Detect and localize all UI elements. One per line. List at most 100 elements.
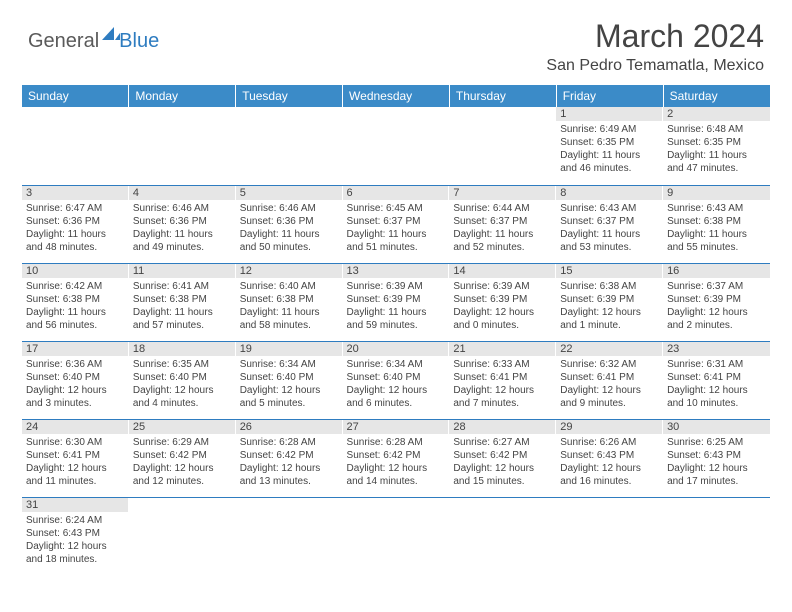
day-details: Sunrise: 6:29 AMSunset: 6:42 PMDaylight:… [129,434,236,492]
day-details: Sunrise: 6:49 AMSunset: 6:35 PMDaylight:… [556,121,663,179]
day-details: Sunrise: 6:30 AMSunset: 6:41 PMDaylight:… [22,434,129,492]
day-details: Sunrise: 6:42 AMSunset: 6:38 PMDaylight:… [22,278,129,336]
calendar-cell: 4Sunrise: 6:46 AMSunset: 6:36 PMDaylight… [129,185,236,263]
location-label: San Pedro Temamatla, Mexico [546,57,764,75]
day-details: Sunrise: 6:43 AMSunset: 6:37 PMDaylight:… [556,200,663,258]
day-details: Sunrise: 6:41 AMSunset: 6:38 PMDaylight:… [129,278,236,336]
logo: General Blue [28,26,159,57]
day-number: 27 [343,420,450,434]
day-number: 16 [663,264,770,278]
day-details: Sunrise: 6:43 AMSunset: 6:38 PMDaylight:… [663,200,770,258]
calendar-cell: 26Sunrise: 6:28 AMSunset: 6:42 PMDayligh… [236,419,343,497]
day-details: Sunrise: 6:25 AMSunset: 6:43 PMDaylight:… [663,434,770,492]
day-header: Sunday [22,85,129,107]
calendar-cell: 25Sunrise: 6:29 AMSunset: 6:42 PMDayligh… [129,419,236,497]
day-details: Sunrise: 6:40 AMSunset: 6:38 PMDaylight:… [236,278,343,336]
day-details: Sunrise: 6:35 AMSunset: 6:40 PMDaylight:… [129,356,236,414]
day-number: 5 [236,186,343,200]
calendar-cell [343,107,450,185]
day-details: Sunrise: 6:27 AMSunset: 6:42 PMDaylight:… [449,434,556,492]
day-number: 15 [556,264,663,278]
calendar-cell: 5Sunrise: 6:46 AMSunset: 6:36 PMDaylight… [236,185,343,263]
logo-sail-icon [101,26,121,47]
calendar-table: SundayMondayTuesdayWednesdayThursdayFrid… [22,85,770,575]
calendar-cell [449,497,556,575]
calendar-cell: 19Sunrise: 6:34 AMSunset: 6:40 PMDayligh… [236,341,343,419]
calendar-cell: 13Sunrise: 6:39 AMSunset: 6:39 PMDayligh… [343,263,450,341]
day-number: 19 [236,342,343,356]
day-number: 4 [129,186,236,200]
day-number: 29 [556,420,663,434]
calendar-cell [129,107,236,185]
calendar-cell: 20Sunrise: 6:34 AMSunset: 6:40 PMDayligh… [343,341,450,419]
day-number: 3 [22,186,129,200]
day-number: 24 [22,420,129,434]
calendar-cell: 24Sunrise: 6:30 AMSunset: 6:41 PMDayligh… [22,419,129,497]
calendar-cell: 6Sunrise: 6:45 AMSunset: 6:37 PMDaylight… [343,185,450,263]
day-header: Wednesday [343,85,450,107]
day-details: Sunrise: 6:32 AMSunset: 6:41 PMDaylight:… [556,356,663,414]
day-details: Sunrise: 6:39 AMSunset: 6:39 PMDaylight:… [343,278,450,336]
day-details: Sunrise: 6:36 AMSunset: 6:40 PMDaylight:… [22,356,129,414]
day-number: 1 [556,107,663,121]
calendar-cell: 15Sunrise: 6:38 AMSunset: 6:39 PMDayligh… [556,263,663,341]
calendar-cell: 18Sunrise: 6:35 AMSunset: 6:40 PMDayligh… [129,341,236,419]
calendar-cell [449,107,556,185]
calendar-cell [343,497,450,575]
day-details: Sunrise: 6:37 AMSunset: 6:39 PMDaylight:… [663,278,770,336]
calendar-cell: 7Sunrise: 6:44 AMSunset: 6:37 PMDaylight… [449,185,556,263]
calendar-cell [129,497,236,575]
day-number: 23 [663,342,770,356]
calendar-cell [663,497,770,575]
day-header: Friday [556,85,663,107]
day-header: Thursday [449,85,556,107]
day-details: Sunrise: 6:34 AMSunset: 6:40 PMDaylight:… [343,356,450,414]
day-number: 12 [236,264,343,278]
day-number: 17 [22,342,129,356]
day-number: 28 [449,420,556,434]
day-header: Monday [129,85,236,107]
calendar-cell: 11Sunrise: 6:41 AMSunset: 6:38 PMDayligh… [129,263,236,341]
calendar-cell [556,497,663,575]
day-details: Sunrise: 6:44 AMSunset: 6:37 PMDaylight:… [449,200,556,258]
calendar-cell: 22Sunrise: 6:32 AMSunset: 6:41 PMDayligh… [556,341,663,419]
calendar-cell: 27Sunrise: 6:28 AMSunset: 6:42 PMDayligh… [343,419,450,497]
day-number: 18 [129,342,236,356]
day-number: 13 [343,264,450,278]
page-title: March 2024 [546,18,764,55]
calendar-cell: 16Sunrise: 6:37 AMSunset: 6:39 PMDayligh… [663,263,770,341]
calendar-cell: 21Sunrise: 6:33 AMSunset: 6:41 PMDayligh… [449,341,556,419]
day-header: Saturday [663,85,770,107]
calendar-cell: 30Sunrise: 6:25 AMSunset: 6:43 PMDayligh… [663,419,770,497]
calendar-cell: 1Sunrise: 6:49 AMSunset: 6:35 PMDaylight… [556,107,663,185]
day-details: Sunrise: 6:46 AMSunset: 6:36 PMDaylight:… [129,200,236,258]
calendar-cell: 9Sunrise: 6:43 AMSunset: 6:38 PMDaylight… [663,185,770,263]
day-details: Sunrise: 6:34 AMSunset: 6:40 PMDaylight:… [236,356,343,414]
day-number: 6 [343,186,450,200]
calendar-cell: 3Sunrise: 6:47 AMSunset: 6:36 PMDaylight… [22,185,129,263]
calendar-cell: 28Sunrise: 6:27 AMSunset: 6:42 PMDayligh… [449,419,556,497]
logo-text-general: General [28,30,99,53]
day-number: 21 [449,342,556,356]
day-details: Sunrise: 6:28 AMSunset: 6:42 PMDaylight:… [343,434,450,492]
day-number: 30 [663,420,770,434]
day-details: Sunrise: 6:31 AMSunset: 6:41 PMDaylight:… [663,356,770,414]
day-details: Sunrise: 6:46 AMSunset: 6:36 PMDaylight:… [236,200,343,258]
calendar-cell: 23Sunrise: 6:31 AMSunset: 6:41 PMDayligh… [663,341,770,419]
day-details: Sunrise: 6:45 AMSunset: 6:37 PMDaylight:… [343,200,450,258]
calendar-cell: 10Sunrise: 6:42 AMSunset: 6:38 PMDayligh… [22,263,129,341]
day-details: Sunrise: 6:48 AMSunset: 6:35 PMDaylight:… [663,121,770,179]
day-number: 14 [449,264,556,278]
day-number: 9 [663,186,770,200]
logo-text-blue: Blue [119,30,159,53]
day-number: 25 [129,420,236,434]
calendar-cell: 17Sunrise: 6:36 AMSunset: 6:40 PMDayligh… [22,341,129,419]
day-details: Sunrise: 6:24 AMSunset: 6:43 PMDaylight:… [22,512,129,570]
day-details: Sunrise: 6:26 AMSunset: 6:43 PMDaylight:… [556,434,663,492]
day-details: Sunrise: 6:47 AMSunset: 6:36 PMDaylight:… [22,200,129,258]
calendar-cell: 2Sunrise: 6:48 AMSunset: 6:35 PMDaylight… [663,107,770,185]
day-header: Tuesday [236,85,343,107]
calendar-cell [236,107,343,185]
day-number: 11 [129,264,236,278]
calendar-cell: 12Sunrise: 6:40 AMSunset: 6:38 PMDayligh… [236,263,343,341]
